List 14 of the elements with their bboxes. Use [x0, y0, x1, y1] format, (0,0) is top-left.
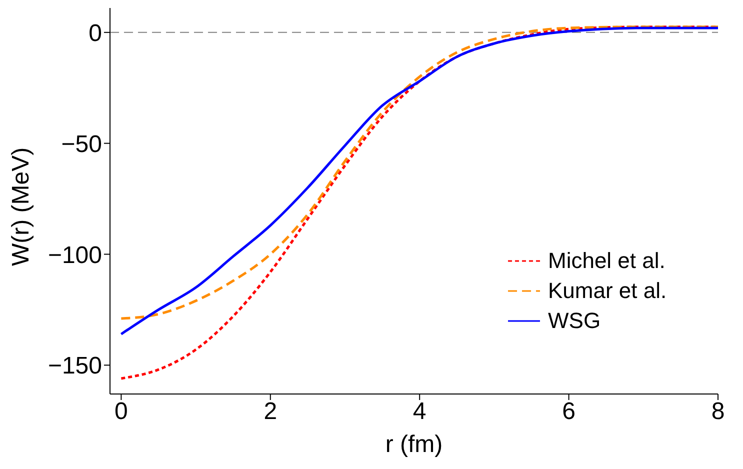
legend-label: Kumar et al.: [548, 277, 667, 305]
x-tick-label: 0: [114, 398, 128, 426]
x-tick-label: 4: [412, 398, 426, 426]
y-tick-label: 0: [88, 20, 102, 47]
y-axis-title: W(r) (MeV): [8, 147, 35, 266]
y-tick-label: −150: [48, 352, 102, 380]
x-axis-title: r (fm): [385, 431, 443, 458]
legend-label: WSG: [548, 307, 601, 335]
x-tick-label: 6: [562, 398, 576, 426]
y-tick-label: −100: [48, 242, 102, 269]
x-tick-label: 8: [711, 398, 725, 426]
y-tick-label: −50: [61, 130, 102, 158]
legend-label: Michel et al.: [548, 247, 666, 275]
x-tick-label: 2: [264, 398, 278, 426]
